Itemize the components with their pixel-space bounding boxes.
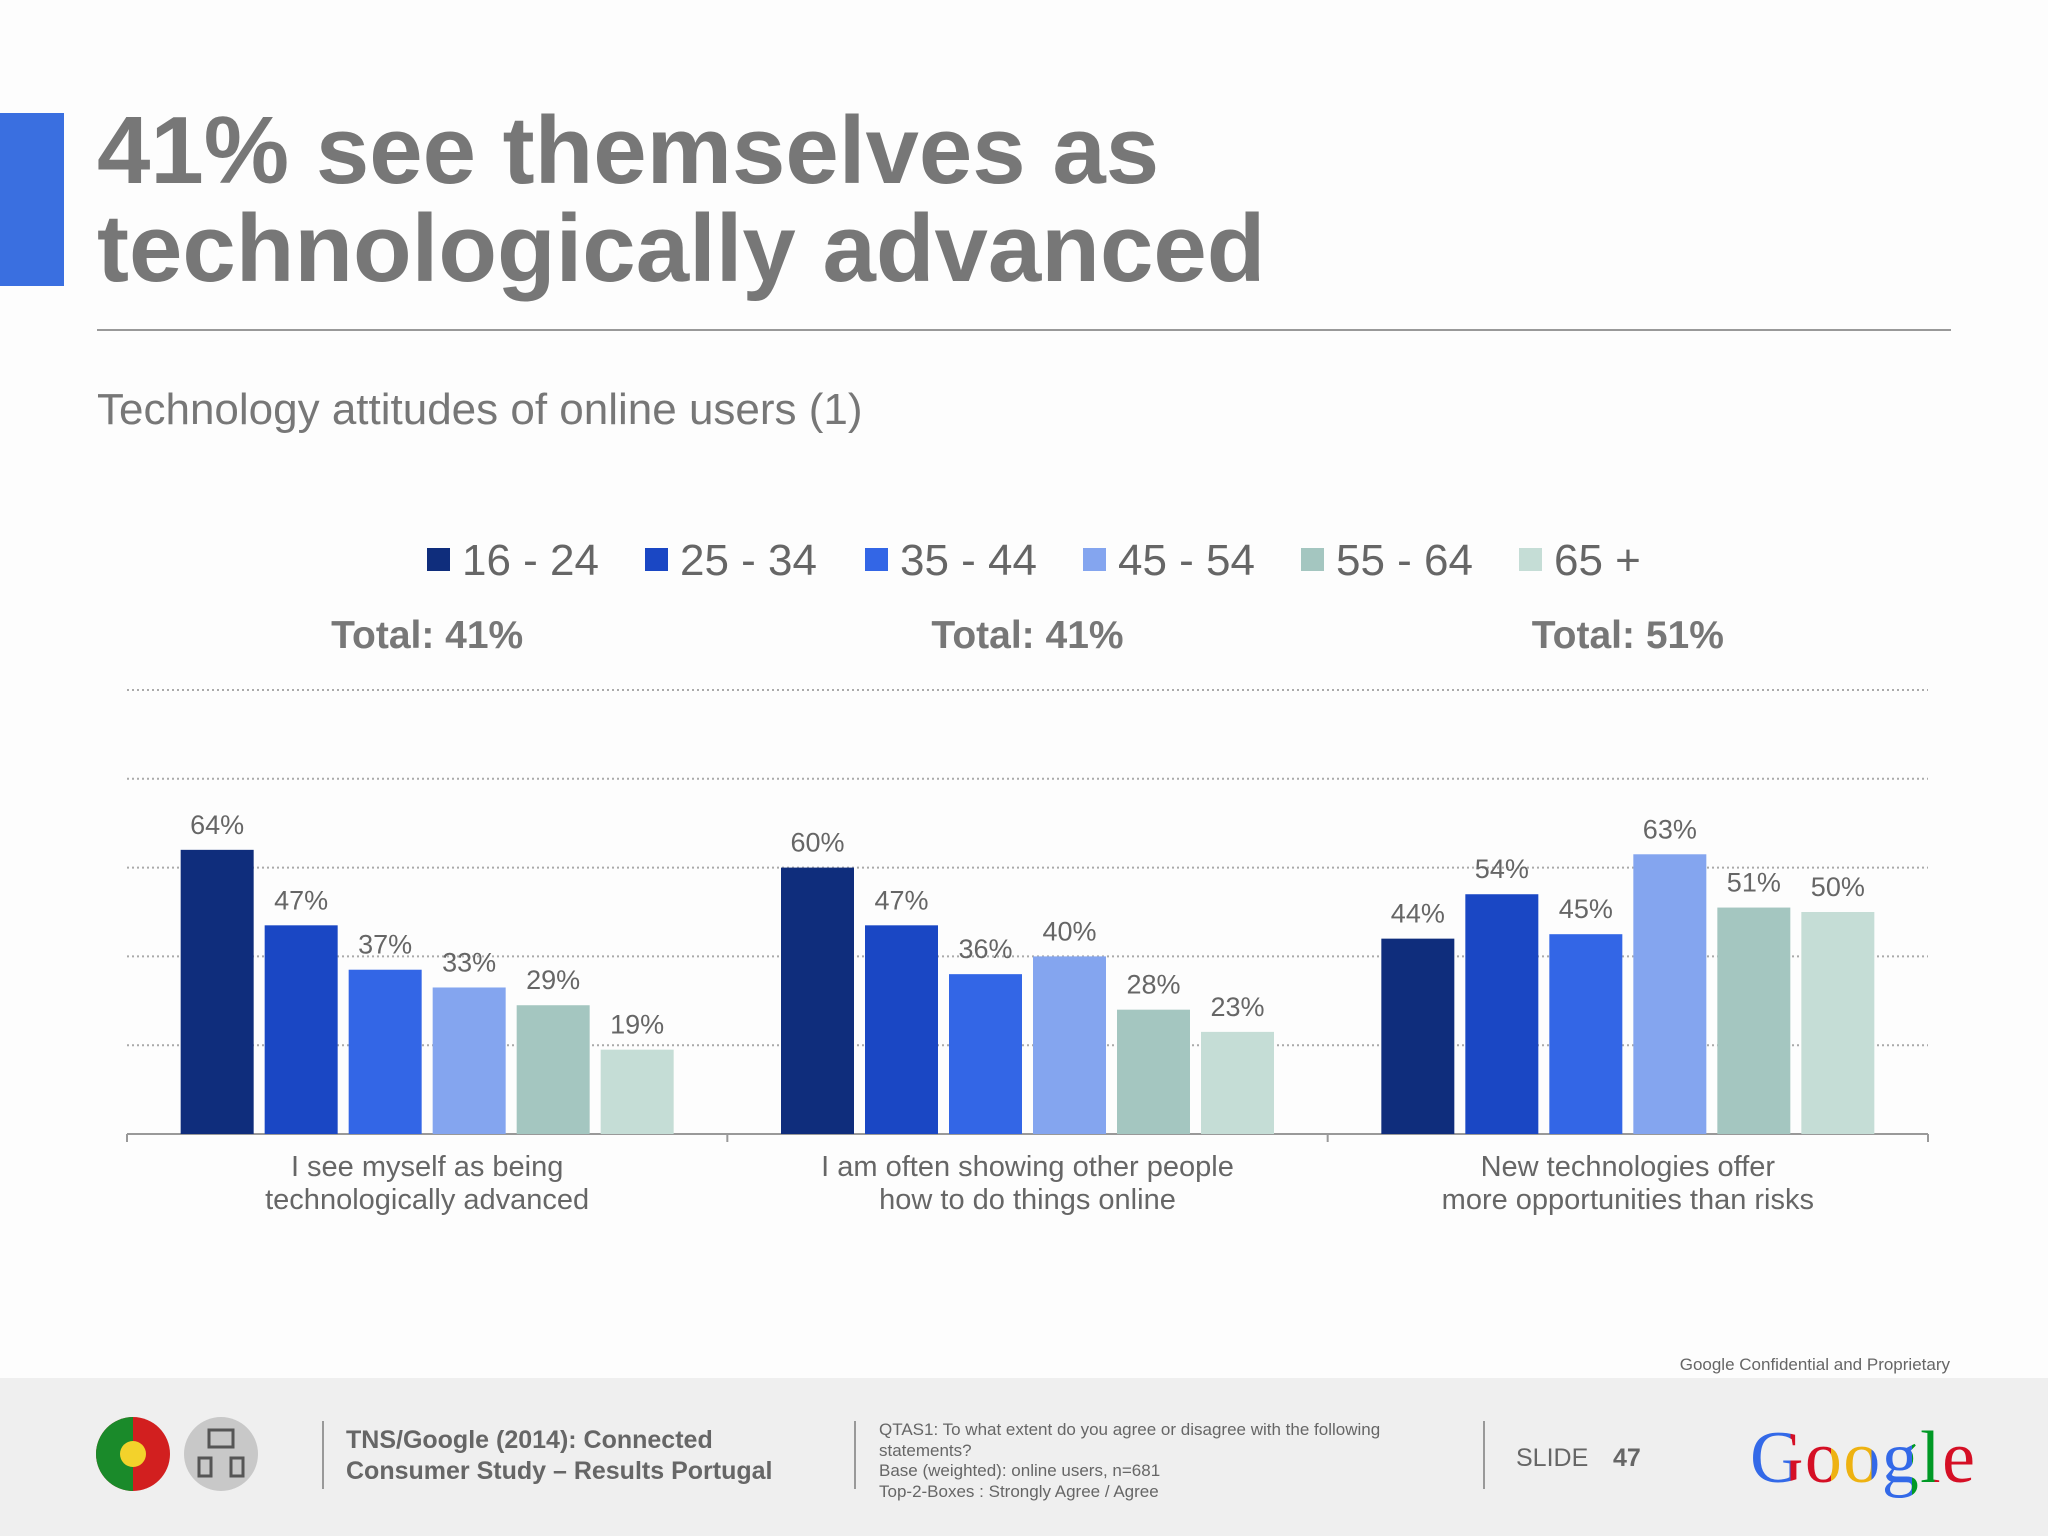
chart-subtitle: Technology attitudes of online users (1) (97, 385, 863, 434)
bar (949, 974, 1022, 1134)
value-label: 23% (1210, 992, 1264, 1022)
legend-swatch (865, 548, 888, 571)
x-tick-label: I am often showing other people how to d… (821, 1151, 1234, 1216)
value-label: 28% (1126, 970, 1180, 1000)
note: Base (weighted): online users, n=681 (879, 1461, 1161, 1480)
chart-title: 41% see themselves as technologically adv… (97, 97, 1265, 302)
bar (432, 987, 506, 1134)
bar (264, 925, 338, 1134)
google-logo: Google (1750, 1417, 1975, 1499)
bar (1633, 854, 1707, 1134)
group-total: Total: 41% (931, 614, 1123, 657)
group-total: Total: 51% (1532, 614, 1724, 657)
device-icon-tablet (229, 1456, 245, 1478)
bar (1381, 938, 1455, 1134)
note: QTAS1: To what extent do you agree or di… (879, 1420, 1381, 1460)
confidential: Google Confidential and Proprietary (1680, 1355, 1951, 1374)
slide-number: 47 (1613, 1444, 1641, 1472)
notes: QTAS1: To what extent do you agree or di… (879, 1420, 1404, 1502)
bar (516, 1005, 590, 1134)
bar (1465, 894, 1539, 1134)
value-label: 37% (358, 930, 412, 960)
value-label: 29% (526, 965, 580, 995)
bar (1033, 956, 1106, 1134)
bar (1801, 912, 1875, 1134)
legend-swatch (1083, 548, 1106, 571)
bar (180, 849, 254, 1134)
legend-label: 16 - 24 (462, 536, 599, 585)
legend-label: 35 - 44 (900, 536, 1037, 585)
value-label: 51% (1727, 868, 1781, 898)
value-label: 19% (610, 1010, 664, 1040)
legend-swatch (1519, 548, 1542, 571)
device-icon-screen (207, 1428, 235, 1449)
group-total: Total: 41% (331, 614, 523, 657)
value-label: 33% (442, 947, 496, 977)
legend-swatch (427, 548, 450, 571)
bar (865, 925, 938, 1134)
value-label: 47% (874, 885, 928, 915)
x-tick-label: New technologies offer more opportunitie… (1441, 1151, 1814, 1216)
x-tick-label: I see myself as being technologically ad… (265, 1151, 590, 1216)
value-label: 63% (1643, 814, 1697, 844)
value-label: 36% (958, 934, 1012, 964)
bar (1549, 934, 1623, 1134)
bar (348, 969, 422, 1134)
legend-label: 55 - 64 (1336, 536, 1473, 585)
accent-bar (0, 113, 64, 286)
value-label: 47% (274, 885, 328, 915)
flag-emblem (120, 1441, 146, 1467)
value-label: 54% (1475, 854, 1529, 884)
source: TNS/Google (2014): Connected Consumer St… (346, 1426, 773, 1485)
footer-band (0, 1378, 2048, 1536)
value-label: 50% (1811, 872, 1865, 902)
legend-label: 45 - 54 (1118, 536, 1255, 585)
legend-label: 25 - 34 (680, 536, 817, 585)
device-icon-phone (197, 1456, 213, 1478)
legend-swatch (645, 548, 668, 571)
bar (1201, 1031, 1274, 1134)
slide-label: SLIDE (1516, 1444, 1588, 1472)
value-label: 40% (1042, 916, 1096, 946)
note: Top-2-Boxes : Strongly Agree / Agree (879, 1481, 1159, 1501)
value-label: 44% (1391, 899, 1445, 929)
bar (781, 867, 854, 1134)
legend-label: 65 + (1554, 536, 1641, 585)
bar (600, 1049, 674, 1134)
value-label: 45% (1559, 894, 1613, 924)
bar (1717, 907, 1791, 1134)
bar (1117, 1009, 1190, 1134)
value-label: 64% (190, 810, 244, 840)
flag-icon-green (96, 1417, 133, 1491)
legend-swatch (1301, 548, 1324, 571)
device-icon (184, 1417, 258, 1491)
value-label: 60% (790, 828, 844, 858)
